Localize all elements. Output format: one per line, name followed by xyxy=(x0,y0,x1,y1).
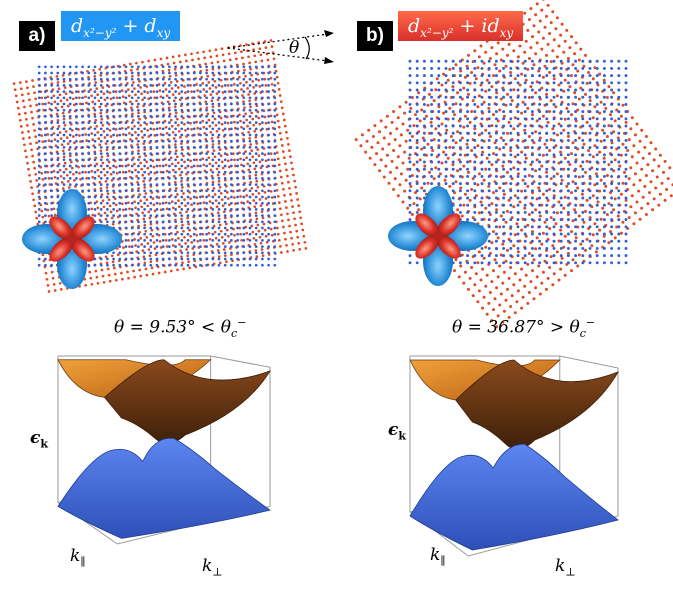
orbital-icon-dxy xyxy=(22,189,122,289)
caption-b: θ = 36.87° > θc− xyxy=(452,316,596,341)
band-structure-plot-a xyxy=(57,355,271,545)
panel-b-tag: b) xyxy=(357,21,393,51)
energy-label-a: ϵk xyxy=(30,428,48,451)
orbital-icon-idxy xyxy=(388,186,488,286)
panel-a-formula: dx²−y² + dxy xyxy=(61,11,181,41)
kperp-label-b: k⊥ xyxy=(555,556,576,579)
kpar-label-a: k∥ xyxy=(70,546,86,569)
panel-b-formula: dx²−y² + idxy xyxy=(398,11,524,41)
lattice-panel-b xyxy=(354,0,673,329)
kpar-label-b: k∥ xyxy=(430,545,446,568)
band-structure-plot-b xyxy=(409,355,619,557)
theta-label: θ xyxy=(289,38,300,58)
panel-a-tag: a) xyxy=(19,21,55,51)
kperp-label-a: k⊥ xyxy=(202,556,223,579)
energy-label-b: ϵk xyxy=(388,420,406,443)
caption-a: θ = 9.53° < θc− xyxy=(114,316,247,341)
twist-angle-indicator xyxy=(227,30,334,64)
